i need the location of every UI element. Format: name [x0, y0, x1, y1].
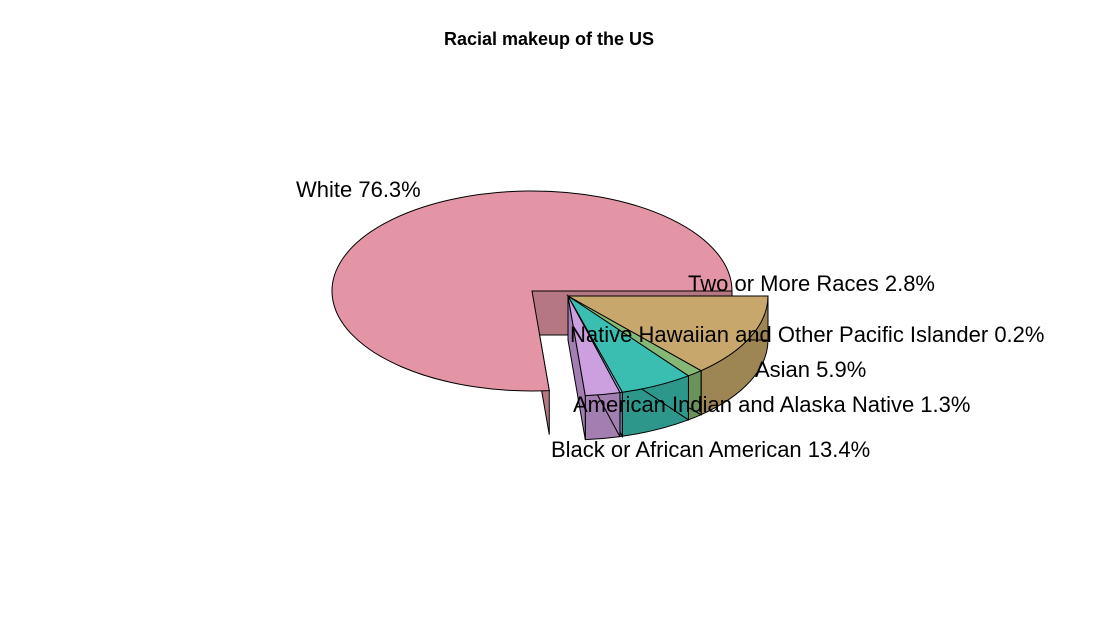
- slice-label-2: American Indian and Alaska Native 1.3%: [573, 392, 970, 417]
- pie-slice-0: [331, 190, 733, 392]
- slice-label-4: Native Hawaiian and Other Pacific Island…: [570, 322, 1044, 347]
- slice-label-0: White 76.3%: [296, 177, 421, 202]
- slice-label-3: Asian 5.9%: [755, 357, 866, 382]
- slice-label-1: Black or African American 13.4%: [551, 437, 870, 462]
- chart-title: Racial makeup of the US: [444, 29, 654, 49]
- pie-slice-5: [567, 295, 621, 397]
- slice-label-5: Two or More Races 2.8%: [688, 271, 935, 296]
- pie-slice-1: [566, 295, 769, 372]
- pie-labels: White 76.3% Black or African American 13.…: [296, 177, 1044, 462]
- pie-slices: [331, 190, 769, 397]
